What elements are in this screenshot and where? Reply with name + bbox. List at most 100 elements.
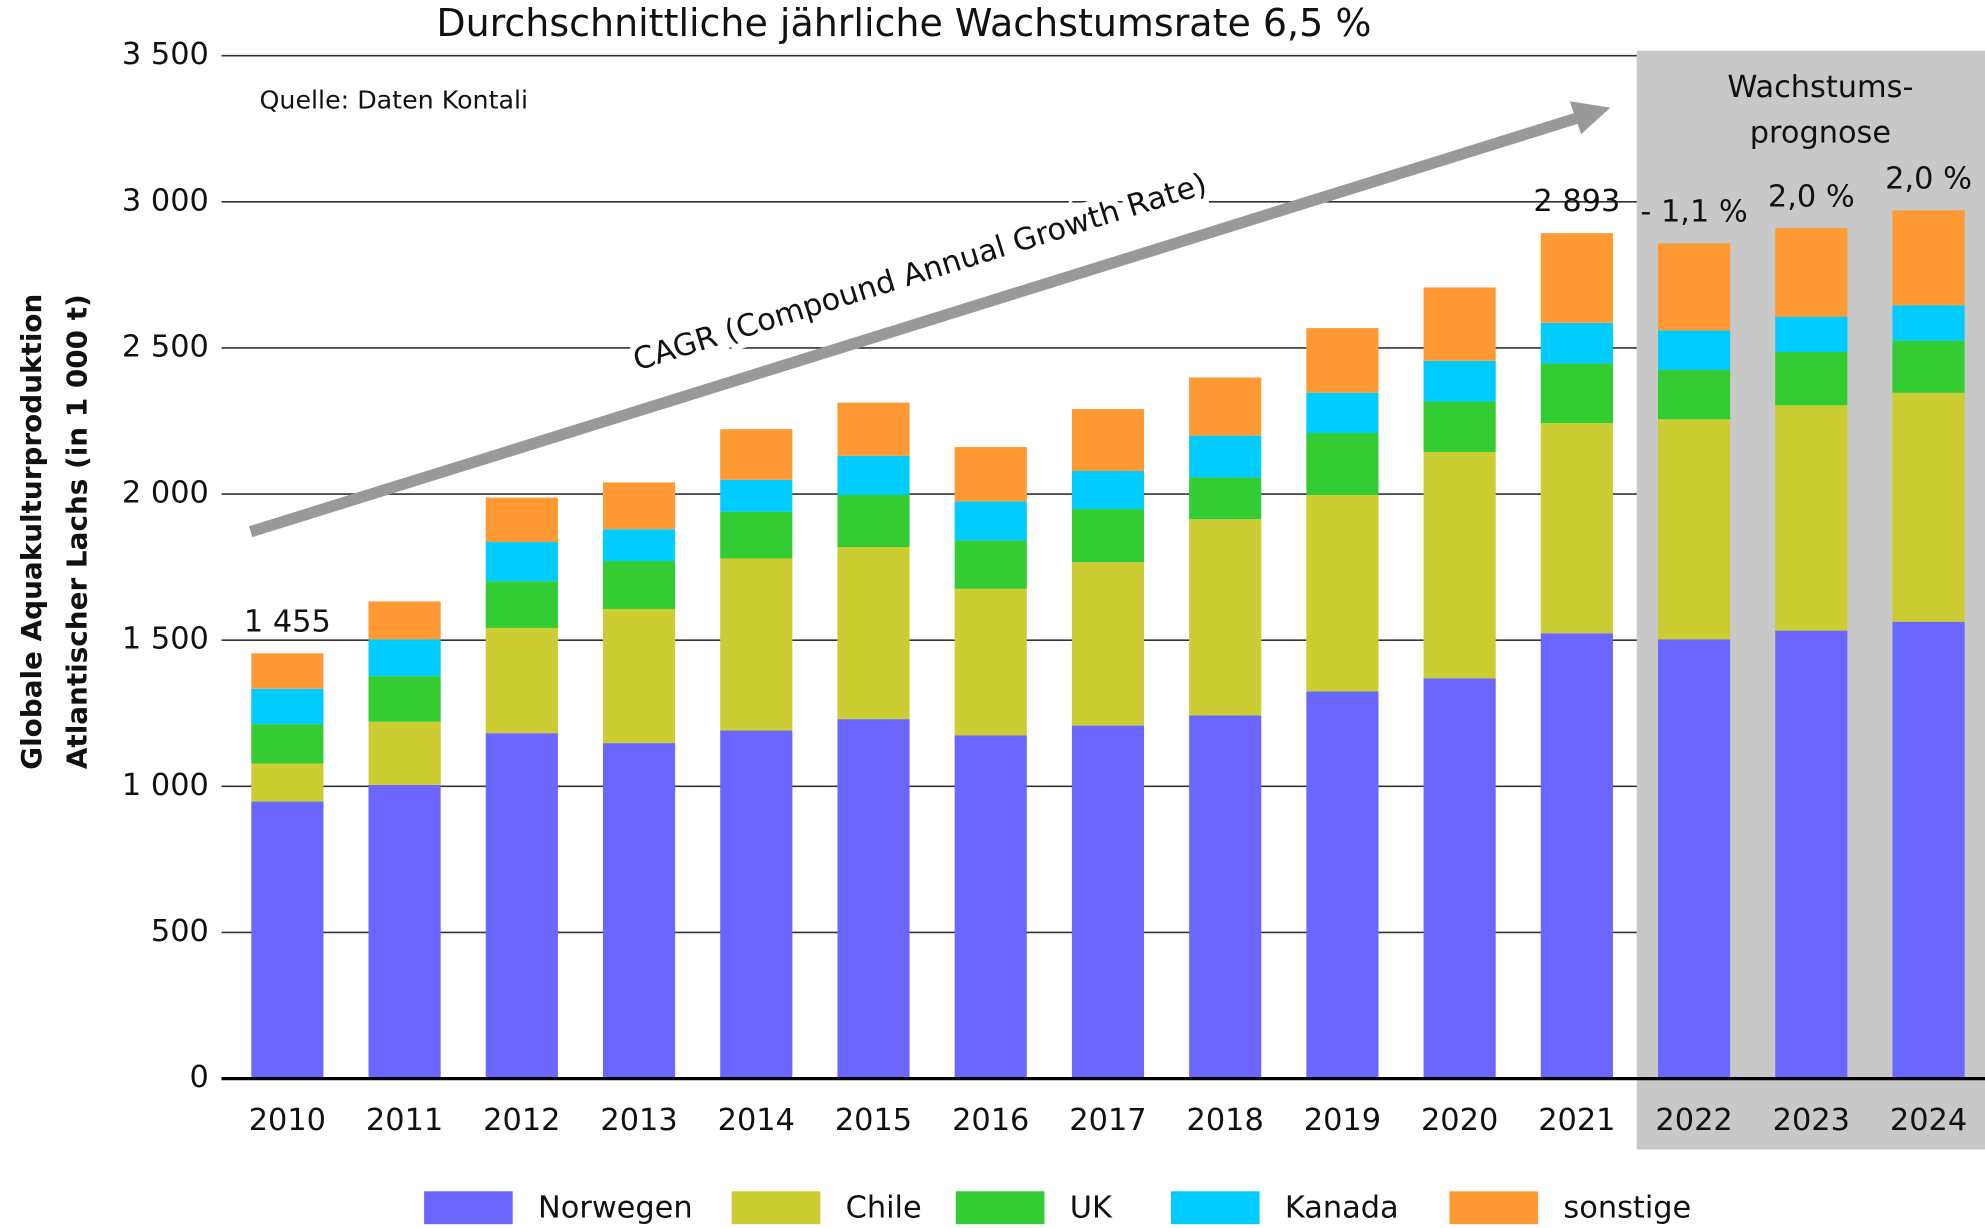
x-tick-label: 2018 [1187,1103,1264,1138]
bar-segment [954,540,1027,589]
bar-segment [1306,392,1379,434]
bar-segment [1306,328,1379,393]
bar-segment [1071,471,1145,509]
bar-segment [1423,678,1496,1079]
x-tick-label: 2015 [835,1103,912,1138]
x-tick-label: 2021 [1538,1103,1615,1138]
bar-segment [1892,392,1965,622]
bar-segment [251,763,324,802]
legend-swatch [424,1191,513,1225]
bar-segment [1423,287,1496,361]
bar-segment [1540,363,1613,424]
x-tick-label: 2013 [600,1103,677,1138]
x-tick-label: 2023 [1773,1103,1850,1138]
bar-segment [954,735,1027,1079]
bar-segment [602,482,676,530]
x-tick-label: 2020 [1421,1103,1498,1138]
bar-segment [1658,330,1731,370]
y-axis-label: Atlantischer Lachs (in 1 000 t) [60,294,93,769]
x-tick-label: 2010 [249,1103,326,1138]
bar-segment [954,588,1027,736]
cagr-label: CAGR (Compound Annual Growth Rate) [629,167,1211,378]
bar-segment [1306,691,1379,1079]
legend-label: Kanada [1285,1191,1399,1226]
bar-segment [1540,423,1613,634]
bar-segment [1775,630,1848,1079]
x-tick-label: 2022 [1655,1103,1732,1138]
bar-segment [485,733,558,1079]
bar-segment [837,494,910,547]
bar-segment [251,653,324,689]
bar-segment [1189,519,1262,716]
bar-segment [251,688,324,725]
x-tick-label: 2024 [1890,1103,1967,1138]
bar-segment [954,501,1027,541]
y-axis-label: Globale Aquakulturproduktion [15,294,48,770]
bar-segment [837,455,910,495]
bar-segment [1189,477,1262,520]
bar-segment [1658,243,1731,331]
x-tick-label: 2017 [1069,1103,1146,1138]
bar-segment [602,743,676,1079]
bar-segment [720,511,793,559]
legend-label: UK [1070,1191,1113,1226]
y-tick-label: 1 500 [122,622,209,657]
legend-label: Norwegen [538,1191,693,1226]
y-tick-label: 0 [190,1060,209,1095]
bar-segment [1892,621,1965,1079]
bar-segment [368,639,441,677]
x-tick-label: 2019 [1304,1103,1381,1138]
annotation: 2,0 % [1768,179,1855,214]
bar-segment [720,479,793,512]
bar-segment [1071,508,1145,563]
bar-segment [485,542,558,582]
x-tick-label: 2012 [483,1103,560,1138]
chart-title: Durchschnittliche jährliche Wachstumsrat… [436,1,1371,45]
annotation: - 1,1 % [1640,194,1747,229]
bar-segment [1892,305,1965,341]
bar-segment [837,402,910,456]
bar-segment [368,676,441,722]
bar-segment [602,561,676,609]
forecast-label: Wachstums- [1727,70,1913,105]
y-tick-label: 3 000 [122,183,209,218]
forecast-label: prognose [1750,116,1891,151]
legend-swatch [1170,1191,1260,1225]
bar-segment [837,719,910,1079]
bar-segment [1892,340,1965,393]
bar-segment [1540,322,1613,364]
bar-segment [1775,352,1848,406]
legend-swatch [955,1191,1045,1225]
bar-segment [251,801,324,1079]
legend-label: Chile [846,1191,922,1226]
cagr-arrowhead [1569,101,1611,135]
bar-segment [1306,494,1379,692]
x-tick-label: 2011 [366,1103,443,1138]
x-tick-label: 2016 [952,1103,1029,1138]
y-tick-label: 1 000 [122,768,209,803]
annotation: 2 893 [1533,184,1620,219]
bar-segment [602,529,676,562]
bar-segment [602,608,676,744]
bar-segment [1775,228,1848,317]
legend-swatch [1449,1191,1539,1225]
legend-label: sonstige [1563,1191,1691,1226]
annotation: 1 455 [244,604,331,639]
bar-segment [1071,409,1145,472]
bar-segment [1306,433,1379,495]
bar-segment [368,784,441,1079]
legend-swatch [731,1191,821,1225]
bar-segment [1775,405,1848,631]
bar-segment [1189,377,1262,436]
bar-segment [954,447,1027,502]
bar-segment [1189,715,1262,1079]
bar-segment [720,558,793,731]
annotation: 2,0 % [1885,161,1972,196]
bar-segment [251,724,324,764]
bar-segment [1540,233,1613,323]
bar-segment [837,546,910,720]
bar-segment [1540,633,1613,1079]
x-tick-label: 2014 [718,1103,795,1138]
bar-segment [485,497,558,543]
